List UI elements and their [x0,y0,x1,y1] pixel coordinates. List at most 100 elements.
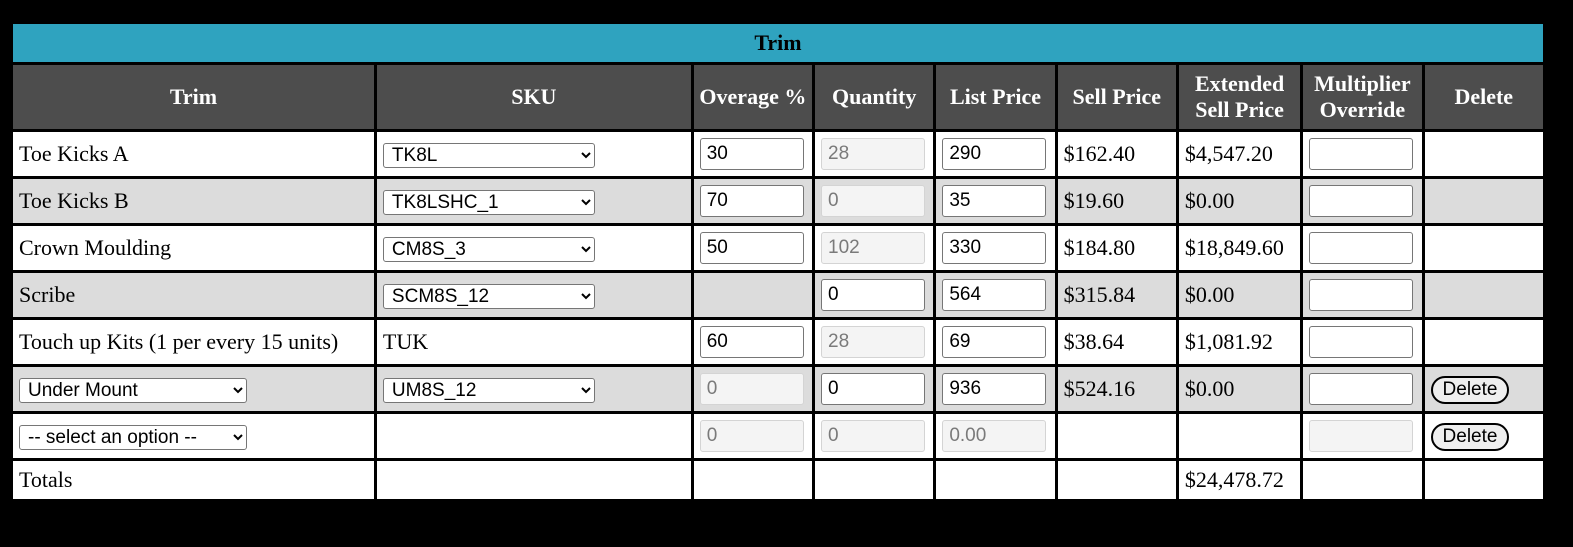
table-row: Scribe SCM8S_12 $315.84 $0.00 [13,273,1543,317]
table-row: -- select an option -- Delete [13,414,1543,458]
list-price-input [942,420,1047,452]
overage-cell [693,367,813,411]
delete-cell [1424,132,1543,176]
overage-cell [693,226,813,270]
list-price-cell [936,226,1055,270]
sell-price: $38.64 [1057,320,1176,364]
list-price-input[interactable] [942,185,1047,217]
trim-select[interactable]: -- select an option -- [19,424,247,450]
sku-select[interactable]: SCM8S_12 [382,283,595,309]
extended-sell-price [1178,414,1301,458]
trim-select[interactable]: Under Mount [19,377,247,403]
header-list-price: List Price [936,65,1055,129]
delete-cell [1424,320,1543,364]
sell-price: $162.40 [1057,132,1176,176]
list-price-input[interactable] [942,279,1047,311]
table-row: Toe Kicks A TK8L $162.40 $4,547.20 [13,132,1543,176]
quantity-cell [815,179,934,223]
delete-cell: Delete [1424,367,1543,411]
list-price-cell [936,273,1055,317]
multiplier-cell [1303,226,1422,270]
quantity-input[interactable] [821,373,926,405]
quantity-cell [815,320,934,364]
quantity-cell [815,367,934,411]
quantity-cell [815,414,934,458]
header-extended-sell-price: Extended Sell Price [1178,65,1301,129]
header-trim: Trim [13,65,374,129]
sku-cell [376,414,691,458]
overage-cell [693,320,813,364]
sell-price: $184.80 [1057,226,1176,270]
totals-extended-sell-price: $24,478.72 [1178,461,1301,499]
sku-select[interactable]: TK8LSHC_1 [382,189,595,215]
trim-table: Trim Trim SKU Overage % Quantity List Pr… [10,21,1546,502]
extended-sell-price: $0.00 [1178,367,1301,411]
quantity-input [821,326,926,358]
trim-name: Toe Kicks A [13,132,374,176]
quantity-input [821,138,926,170]
multiplier-cell [1303,273,1422,317]
multiplier-override-input[interactable] [1309,232,1414,264]
sku-cell: SCM8S_12 [376,273,691,317]
list-price-input[interactable] [942,326,1047,358]
multiplier-override-input[interactable] [1309,279,1414,311]
trim-name: Toe Kicks B [13,179,374,223]
header-delete: Delete [1424,65,1543,129]
sku-cell: TK8LSHC_1 [376,179,691,223]
quantity-input[interactable] [821,279,926,311]
overage-input[interactable] [699,185,804,217]
sku-cell: CM8S_3 [376,226,691,270]
multiplier-override-input[interactable] [1309,185,1414,217]
table-row: Toe Kicks B TK8LSHC_1 $19.60 $0.00 [13,179,1543,223]
header-multiplier-override: Multiplier Override [1303,65,1422,129]
list-price-input[interactable] [942,138,1047,170]
totals-empty [376,461,691,499]
multiplier-cell [1303,414,1422,458]
delete-cell: Delete [1424,414,1543,458]
sku-cell: TK8L [376,132,691,176]
sku-select[interactable]: CM8S_3 [382,236,595,262]
multiplier-cell [1303,320,1422,364]
multiplier-override-input[interactable] [1309,138,1414,170]
multiplier-override-input [1309,420,1414,452]
trim-table-container: Trim Trim SKU Overage % Quantity List Pr… [10,21,1546,502]
overage-cell [693,273,813,317]
delete-button[interactable]: Delete [1430,422,1510,451]
sku-select[interactable]: TK8L [382,142,595,168]
list-price-cell [936,367,1055,411]
list-price-input[interactable] [942,232,1047,264]
trim-name: Scribe [13,273,374,317]
header-overage: Overage % [693,65,813,129]
header-sell-price: Sell Price [1057,65,1176,129]
header-quantity: Quantity [815,65,934,129]
multiplier-override-input[interactable] [1309,326,1414,358]
totals-empty [1424,461,1543,499]
totals-empty [1057,461,1176,499]
list-price-cell [936,179,1055,223]
sell-price: $524.16 [1057,367,1176,411]
overage-input[interactable] [699,326,804,358]
sell-price: $19.60 [1057,179,1176,223]
quantity-cell [815,273,934,317]
delete-button[interactable]: Delete [1430,375,1510,404]
overage-input[interactable] [699,232,804,264]
list-price-input[interactable] [942,373,1047,405]
overage-input[interactable] [699,138,804,170]
extended-sell-price: $4,547.20 [1178,132,1301,176]
list-price-cell [936,320,1055,364]
multiplier-override-input[interactable] [1309,373,1414,405]
table-row: Crown Moulding CM8S_3 $184.80 $18,849.60 [13,226,1543,270]
sku-select[interactable]: UM8S_12 [382,377,595,403]
list-price-cell [936,132,1055,176]
trim-select-cell: -- select an option -- [13,414,374,458]
trim-name: Crown Moulding [13,226,374,270]
multiplier-cell [1303,179,1422,223]
totals-empty [815,461,934,499]
overage-input [699,420,804,452]
quantity-cell [815,226,934,270]
quantity-input [821,232,926,264]
multiplier-cell [1303,132,1422,176]
sku-cell: UM8S_12 [376,367,691,411]
delete-cell [1424,226,1543,270]
extended-sell-price: $18,849.60 [1178,226,1301,270]
